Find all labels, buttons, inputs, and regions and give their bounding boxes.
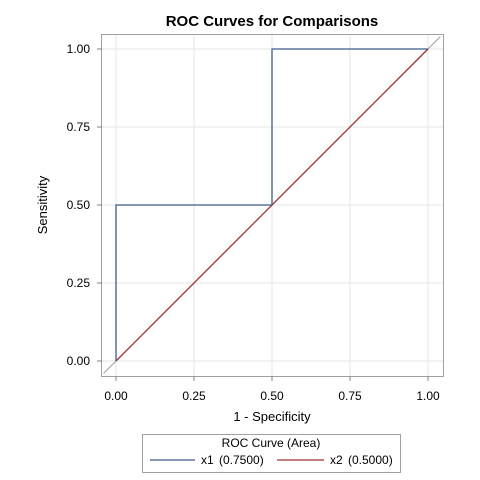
legend: ROC Curve (Area) x1 (0.7500) x2 (0.5000) xyxy=(142,434,401,473)
y-axis-label: Sensitivity xyxy=(35,175,50,234)
series-layer xyxy=(115,48,429,362)
x-tick-label-4: 1.00 xyxy=(416,389,440,403)
y-tick-label-2: 0.50 xyxy=(67,198,91,212)
y-tick-label-0: 0.00 xyxy=(67,354,91,368)
x-axis: 0.00 0.25 0.50 0.75 1.00 xyxy=(104,376,440,403)
legend-area-x2: (0.5000) xyxy=(348,453,393,467)
chart-title: ROC Curves for Comparisons xyxy=(166,13,379,30)
x-tick-label-0: 0.00 xyxy=(104,389,128,403)
legend-title: ROC Curve (Area) xyxy=(222,436,321,450)
roc-curve-x1 xyxy=(115,48,428,361)
legend-label-x2: x2 xyxy=(330,453,343,467)
x-tick-label-1: 0.25 xyxy=(182,389,206,403)
y-tick-label-1: 0.25 xyxy=(67,276,91,290)
x-axis-label: 1 - Specificity xyxy=(233,409,311,424)
legend-label-x1: x1 xyxy=(201,453,214,467)
y-axis: 0.00 0.25 0.50 0.75 1.00 xyxy=(67,42,102,368)
x-tick-label-3: 0.75 xyxy=(338,389,362,403)
x-tick-label-2: 0.50 xyxy=(260,389,284,403)
legend-frame xyxy=(142,434,401,473)
y-tick-label-4: 1.00 xyxy=(67,42,91,56)
y-tick-label-3: 0.75 xyxy=(67,120,91,134)
legend-area-x1: (0.7500) xyxy=(219,453,264,467)
